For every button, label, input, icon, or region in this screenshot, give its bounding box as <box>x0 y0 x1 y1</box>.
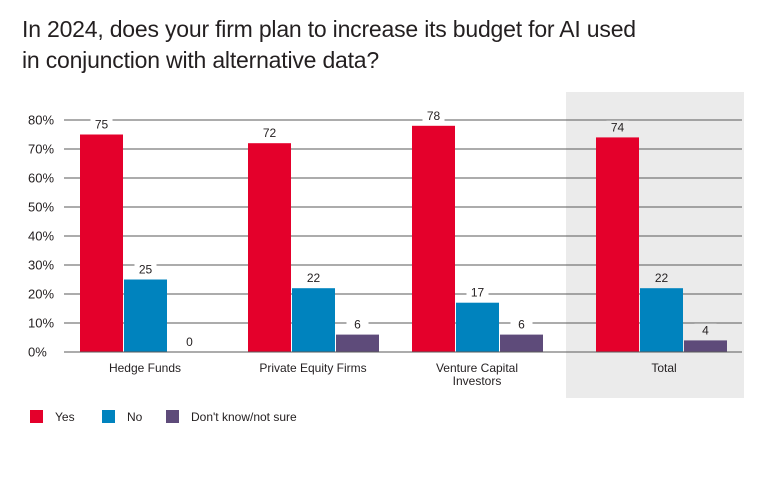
bar <box>412 125 455 352</box>
value-label-bg <box>694 323 717 338</box>
legend-label: No <box>127 410 143 424</box>
bar <box>596 137 639 352</box>
legend-label: Yes <box>55 410 75 424</box>
data-label: 0 <box>186 335 193 349</box>
bar <box>684 340 727 352</box>
chart-title: In 2024, does your firm plan to increase… <box>22 14 722 76</box>
value-label-bg <box>178 335 201 349</box>
y-tick-label: 30% <box>28 258 54 273</box>
value-label-bg <box>606 120 629 135</box>
chart-title-line-1: In 2024, does your firm plan to increase… <box>22 16 636 42</box>
y-tick-label: 60% <box>28 171 54 186</box>
value-label-bg <box>422 108 445 123</box>
data-label: 78 <box>427 109 441 123</box>
bar <box>640 288 683 352</box>
x-tick-label: Investors <box>453 374 502 388</box>
x-tick-label: Private Equity Firms <box>259 361 366 375</box>
legend-swatch <box>166 410 179 423</box>
data-label: 6 <box>354 318 361 332</box>
bar <box>124 279 167 352</box>
y-tick-label: 50% <box>28 200 54 215</box>
bar <box>80 134 123 352</box>
bar <box>500 334 543 352</box>
bar <box>248 143 291 352</box>
data-label: 4 <box>702 323 709 337</box>
value-label-bg <box>466 285 489 300</box>
value-label-bg <box>346 317 369 332</box>
value-label-bg <box>302 271 325 286</box>
value-label-bg <box>510 317 533 332</box>
chart-title-line-2: in conjunction with alternative data? <box>22 47 379 73</box>
value-label-bg <box>134 262 157 277</box>
legend-swatch <box>102 410 115 423</box>
y-tick-label: 70% <box>28 142 54 157</box>
bar <box>456 302 499 352</box>
x-tick-label: Total <box>651 361 676 375</box>
bar <box>336 334 379 352</box>
legend-label: Don't know/not sure <box>191 410 297 424</box>
legend-swatch <box>30 410 43 423</box>
y-tick-label: 0% <box>28 345 47 360</box>
y-tick-label: 80% <box>28 113 54 128</box>
data-label: 72 <box>263 126 277 140</box>
data-label: 75 <box>95 118 109 132</box>
data-label: 22 <box>307 271 321 285</box>
value-label-bg <box>650 271 673 286</box>
data-label: 74 <box>611 120 625 134</box>
y-tick-label: 40% <box>28 229 54 244</box>
data-label: 22 <box>655 271 669 285</box>
bar <box>292 288 335 352</box>
x-tick-label: Venture Capital <box>436 361 518 375</box>
value-label-bg <box>90 117 113 132</box>
y-tick-label: 20% <box>28 287 54 302</box>
y-tick-label: 10% <box>28 316 54 331</box>
value-label-bg <box>258 126 281 141</box>
data-label: 6 <box>518 318 525 332</box>
data-label: 25 <box>139 263 153 277</box>
data-label: 17 <box>471 286 485 300</box>
x-tick-label: Hedge Funds <box>109 361 181 375</box>
